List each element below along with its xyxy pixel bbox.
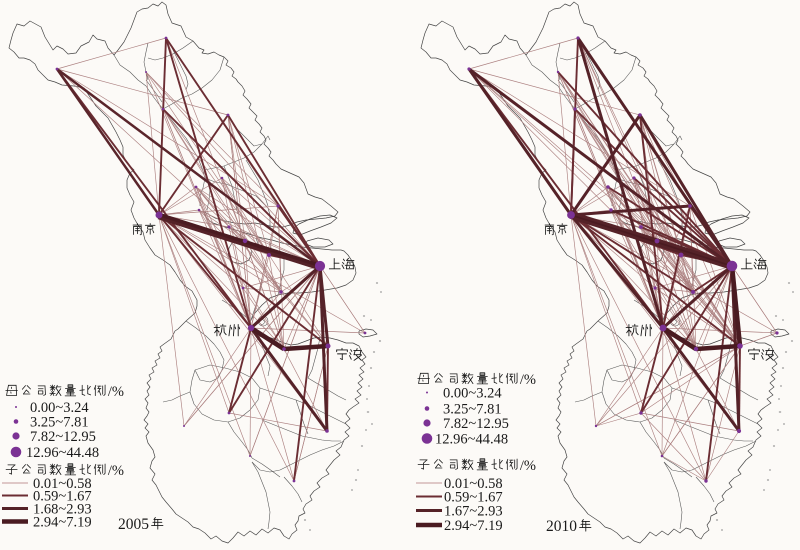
svg-text:1.67~2.93: 1.67~2.93 [444, 504, 503, 520]
svg-text:3.25~7.81: 3.25~7.81 [30, 415, 89, 431]
svg-text:2005: 2005 [118, 516, 149, 533]
svg-text:1.68~2.93: 1.68~2.93 [33, 502, 92, 518]
svg-text:3.25~7.81: 3.25~7.81 [443, 402, 502, 418]
svg-text:7.82~12.95: 7.82~12.95 [443, 416, 509, 432]
svg-text:2010: 2010 [546, 518, 577, 535]
svg-text:/%: /% [520, 372, 536, 388]
svg-text:/%: /% [108, 463, 124, 479]
svg-text:0.59~1.67: 0.59~1.67 [33, 489, 92, 505]
svg-text:0.01~0.58: 0.01~0.58 [33, 476, 92, 492]
svg-text:0.00~3.24: 0.00~3.24 [30, 400, 89, 416]
svg-text:/%: /% [108, 384, 124, 400]
svg-text:2.94~7.19: 2.94~7.19 [33, 515, 92, 531]
svg-text:2.94~7.19: 2.94~7.19 [444, 518, 503, 534]
svg-text:/%: /% [520, 458, 536, 474]
svg-text:12.96~44.48: 12.96~44.48 [26, 445, 99, 461]
svg-text:0.01~0.58: 0.01~0.58 [444, 476, 503, 492]
svg-text:7.82~12.95: 7.82~12.95 [30, 429, 96, 445]
svg-text:12.96~44.48: 12.96~44.48 [435, 432, 508, 448]
svg-text:0.59~1.67: 0.59~1.67 [444, 490, 503, 506]
svg-text:0.00~3.24: 0.00~3.24 [443, 386, 502, 402]
